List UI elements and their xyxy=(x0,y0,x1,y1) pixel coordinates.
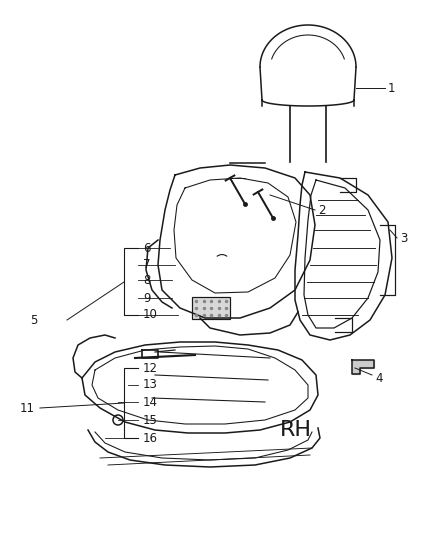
Text: 2: 2 xyxy=(318,204,325,216)
Text: 3: 3 xyxy=(400,231,407,245)
Text: 15: 15 xyxy=(143,414,158,426)
Text: 7: 7 xyxy=(143,259,151,271)
Text: 9: 9 xyxy=(143,292,151,304)
Text: 6: 6 xyxy=(143,241,151,254)
Text: 12: 12 xyxy=(143,361,158,375)
Text: 16: 16 xyxy=(143,432,158,445)
Text: 1: 1 xyxy=(388,82,396,94)
Text: 11: 11 xyxy=(20,401,35,415)
Text: 10: 10 xyxy=(143,309,158,321)
Text: RH: RH xyxy=(280,420,312,440)
Text: 5: 5 xyxy=(30,313,37,327)
Bar xyxy=(192,297,230,319)
Text: 13: 13 xyxy=(143,378,158,392)
Text: 14: 14 xyxy=(143,395,158,408)
Text: 8: 8 xyxy=(143,273,150,287)
Polygon shape xyxy=(352,360,374,374)
Text: 4: 4 xyxy=(375,372,382,384)
